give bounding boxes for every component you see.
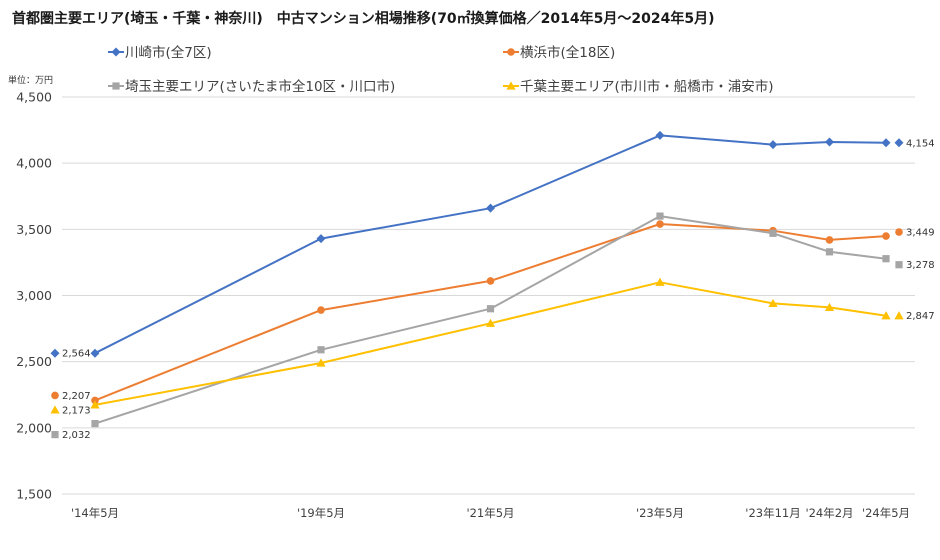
series-3-point xyxy=(656,212,664,220)
data-label-key-icon xyxy=(895,228,903,236)
y-tick-label: 3,000 xyxy=(16,288,52,303)
series-4-point xyxy=(485,318,496,327)
legend: 川崎市(全7区) 横浜市(全18区) 埼玉主要エリア(さいたま市全10区・川口市) 千… xyxy=(108,44,774,95)
data-label-key-icon xyxy=(50,405,60,414)
series-4-point xyxy=(90,400,100,409)
data-label-key-icon xyxy=(895,261,903,269)
y-tick-label: 2,500 xyxy=(16,354,52,369)
x-tick-label: '19年5月 xyxy=(297,506,345,520)
series-3-point xyxy=(486,305,495,313)
series-1-point xyxy=(655,130,665,140)
series-4 xyxy=(90,277,891,409)
series-2-point xyxy=(656,220,664,228)
data-label-key-icon xyxy=(51,430,59,439)
series-3-point xyxy=(91,419,99,428)
series-2-point xyxy=(882,232,890,240)
series-1-point xyxy=(316,234,326,244)
legend-label: 埼玉主要エリア(さいたま市全10区・川口市) xyxy=(125,78,395,95)
series-2-end-data-label: 3,449 xyxy=(895,228,935,239)
series-3-point xyxy=(317,346,325,354)
data-label-key-icon xyxy=(894,138,904,148)
data-label-key-icon xyxy=(51,391,59,400)
y-tick-label: 4,000 xyxy=(16,156,52,171)
legend-label: 川崎市(全7区) xyxy=(125,44,212,61)
series-1-point xyxy=(881,138,891,148)
data-label-value: 2,207 xyxy=(62,391,91,402)
data-label-value: 2,564 xyxy=(62,349,91,360)
legend-item-3: 埼玉主要エリア(さいたま市全10区・川口市) xyxy=(108,78,395,95)
plot-area xyxy=(90,130,891,428)
series-1-point xyxy=(90,348,100,358)
data-label-value: 3,449 xyxy=(906,228,935,239)
chart-title: 首都圏主要エリア(埼玉・千葉・神奈川) 中古マンション相場推移(70㎡換算価格／… xyxy=(12,10,715,27)
series-4-end-data-label: 2,847 xyxy=(894,311,935,322)
series-4-point xyxy=(881,311,891,320)
axis-labels: 1,500 2,000 2,500 3,000 3,500 4,000 4,500 '14年5… xyxy=(16,90,910,521)
x-tick-label: '14年5月 xyxy=(71,506,119,520)
series-3-point xyxy=(882,255,890,263)
data-label-value: 4,154 xyxy=(906,138,935,149)
series-1-start-data-label: 2,564 xyxy=(50,348,91,360)
x-tick-label: '24年5月 xyxy=(862,506,910,520)
series-3-point xyxy=(825,248,834,256)
data-label-value: 2,173 xyxy=(62,405,91,416)
series-2-point xyxy=(825,236,834,244)
x-tick-label: '23年5月 xyxy=(636,506,684,520)
series-3-start-data-label: 2,032 xyxy=(51,430,91,441)
series-4-point xyxy=(316,358,326,367)
legend-marker-icon xyxy=(112,82,120,90)
data-label-value: 3,278 xyxy=(906,260,935,271)
series-1-point xyxy=(825,137,834,147)
y-tick-label: 2,000 xyxy=(16,420,52,435)
series-1-end-data-label: 4,154 xyxy=(894,138,935,149)
series-4-point xyxy=(824,302,835,312)
series-2-point xyxy=(486,277,495,285)
series-3-end-data-label: 3,278 xyxy=(895,260,935,271)
legend-label: 横浜市(全18区) xyxy=(520,44,615,61)
series-1-point xyxy=(768,140,778,150)
series-4-point xyxy=(655,277,665,286)
series-1-point xyxy=(486,203,495,213)
series-3 xyxy=(91,212,890,428)
legend-item-1: 川崎市(全7区) xyxy=(108,44,212,61)
legend-item-4: 千葉主要エリア(市川市・船橋市・浦安市) xyxy=(503,78,774,95)
legend-item-2: 横浜市(全18区) xyxy=(503,44,615,61)
series-1 xyxy=(90,130,891,358)
x-tick-label: '23年11月 xyxy=(745,506,800,520)
y-tick-label: 3,500 xyxy=(16,222,52,237)
legend-marker-icon xyxy=(507,48,515,56)
data-label-value: 2,032 xyxy=(62,430,91,441)
x-tick-label: '24年2月 xyxy=(805,506,853,520)
data-label-value: 2,847 xyxy=(906,311,935,322)
data-label-key-icon xyxy=(50,348,60,358)
legend-label: 千葉主要エリア(市川市・船橋市・浦安市) xyxy=(520,78,774,95)
series-3-point xyxy=(769,229,777,237)
series-4-point xyxy=(768,298,778,308)
legend-marker-icon xyxy=(506,81,516,90)
legend-marker-icon xyxy=(111,47,121,57)
y-axis-unit-label: 単位：万円 xyxy=(8,74,53,86)
series-2-point xyxy=(317,306,325,314)
x-tick-label: '21年5月 xyxy=(466,506,514,520)
series-2-start-data-label: 2,207 xyxy=(51,391,91,402)
data-label-key-icon xyxy=(894,311,904,320)
y-tick-label: 1,500 xyxy=(16,487,52,502)
data-labels: 2,564 4,154 2,207 3,449 2,032 3,278 2,173 2,847 xyxy=(50,138,935,441)
series-4-start-data-label: 2,173 xyxy=(50,405,91,416)
y-tick-label: 4,500 xyxy=(16,90,52,105)
